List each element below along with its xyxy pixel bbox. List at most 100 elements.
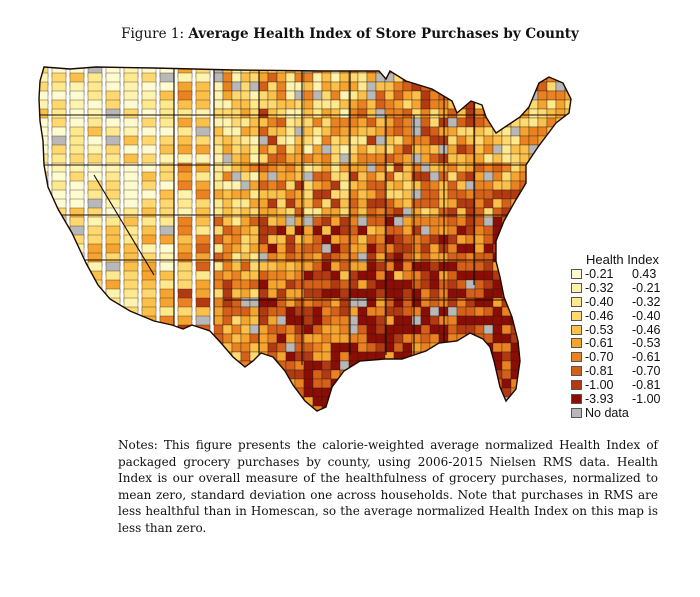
county-cell xyxy=(510,243,521,254)
county-cell xyxy=(249,243,260,254)
county-cell xyxy=(402,90,413,101)
county-cell xyxy=(240,369,251,380)
county-cell xyxy=(528,315,539,326)
county-cell xyxy=(456,360,467,371)
county-cell xyxy=(123,342,139,357)
county-cell xyxy=(456,144,467,155)
county-cell xyxy=(402,297,413,308)
county-cell xyxy=(429,99,440,110)
county-cell xyxy=(258,81,269,92)
county-cell xyxy=(501,333,512,344)
county-cell xyxy=(276,99,287,110)
county-cell xyxy=(330,324,341,335)
county-cell xyxy=(124,415,138,425)
county-cell xyxy=(385,55,394,64)
county-cell xyxy=(231,144,242,155)
county-cell xyxy=(420,261,431,272)
county-cell xyxy=(402,180,413,191)
county-cell xyxy=(357,90,368,101)
county-cell xyxy=(420,216,431,227)
county-cell xyxy=(249,216,260,227)
legend-high-value: -0.81 xyxy=(632,378,661,393)
county-cell xyxy=(412,415,421,424)
county-cell xyxy=(483,135,494,146)
county-cell xyxy=(222,90,233,101)
county-cell xyxy=(466,415,475,424)
county-cell xyxy=(240,144,251,155)
county-cell xyxy=(519,315,530,326)
county-cell xyxy=(357,369,368,380)
county-cell xyxy=(465,67,476,74)
county-cell xyxy=(420,378,431,389)
county-cell xyxy=(411,387,422,398)
county-cell xyxy=(447,297,458,308)
county-cell xyxy=(276,387,287,398)
county-cell xyxy=(519,225,530,236)
county-cell xyxy=(295,415,304,424)
county-cell xyxy=(510,90,521,101)
county-cell xyxy=(213,171,224,182)
county-cell xyxy=(267,288,278,299)
county-cell xyxy=(492,117,503,128)
county-cell xyxy=(312,252,323,263)
county-cell xyxy=(213,360,224,371)
county-cell xyxy=(303,234,314,245)
county-cell xyxy=(402,315,413,326)
county-cell xyxy=(177,351,193,366)
county-cell xyxy=(267,297,278,308)
county-cell xyxy=(546,198,557,209)
county-cell xyxy=(447,207,458,218)
county-cell xyxy=(303,171,314,182)
county-cell xyxy=(105,360,121,375)
county-cell xyxy=(213,333,224,344)
county-cell xyxy=(105,378,121,393)
county-cell xyxy=(241,424,250,425)
county-cell xyxy=(474,279,485,290)
county-cell xyxy=(213,162,224,173)
county-cell xyxy=(231,135,242,146)
county-cell xyxy=(51,270,67,285)
county-cell xyxy=(222,207,233,218)
county-cell xyxy=(339,216,350,227)
county-cell xyxy=(555,234,566,245)
county-cell xyxy=(430,424,439,425)
county-cell xyxy=(510,81,521,92)
county-cell xyxy=(528,117,539,128)
county-cell xyxy=(501,315,512,326)
county-cell xyxy=(420,369,431,380)
county-cell xyxy=(429,396,440,407)
county-cell xyxy=(276,171,287,182)
legend-high-value: -0.46 xyxy=(632,322,661,337)
legend-item: -0.70 -0.61 xyxy=(568,350,692,364)
county-cell xyxy=(304,424,313,425)
county-cell xyxy=(483,198,494,209)
county-cell xyxy=(294,81,305,92)
county-cell xyxy=(465,396,476,407)
county-cell xyxy=(402,189,413,200)
county-cell xyxy=(429,171,440,182)
county-cell xyxy=(375,243,386,254)
county-cell xyxy=(267,342,278,353)
county-cell xyxy=(339,270,350,281)
county-cell xyxy=(321,234,332,245)
county-cell xyxy=(366,198,377,209)
county-cell xyxy=(393,405,404,411)
county-cell xyxy=(231,108,242,119)
county-cell xyxy=(537,216,548,227)
county-cell xyxy=(357,171,368,182)
county-cell xyxy=(330,117,341,128)
county-cell xyxy=(465,306,476,317)
county-cell xyxy=(105,405,121,411)
county-cell xyxy=(546,261,557,272)
county-cell xyxy=(213,90,224,101)
county-cell xyxy=(483,288,494,299)
county-cell xyxy=(294,234,305,245)
county-cell xyxy=(555,144,566,155)
county-cell xyxy=(357,378,368,389)
county-cell xyxy=(222,270,233,281)
county-cell xyxy=(537,297,548,308)
county-cell xyxy=(375,126,386,137)
county-cell xyxy=(537,360,548,371)
county-cell xyxy=(564,162,571,173)
county-cell xyxy=(411,261,422,272)
